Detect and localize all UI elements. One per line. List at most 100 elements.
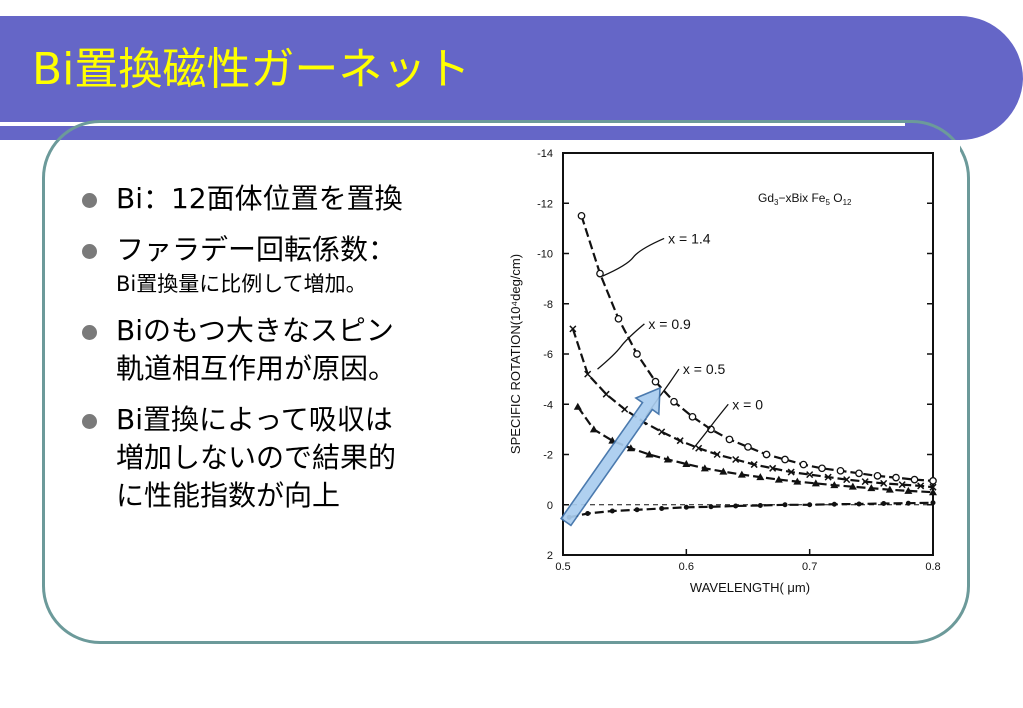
y-tick-label: -10 (537, 249, 553, 261)
x-tick-label: 0.5 (555, 561, 570, 573)
data-point (633, 350, 641, 358)
data-point (634, 507, 640, 513)
data-point (873, 472, 882, 480)
y-tick-label: 0 (547, 500, 553, 512)
data-point (881, 500, 887, 506)
data-point (584, 370, 592, 378)
data-point (713, 450, 721, 459)
data-point (659, 506, 665, 512)
data-point (609, 508, 615, 514)
data-point (799, 460, 808, 469)
leader-line (597, 323, 645, 370)
chart-title-part: Gd (758, 191, 774, 205)
series-line (568, 501, 934, 519)
data-point (904, 486, 913, 494)
data-point (750, 461, 758, 469)
data-point (651, 377, 660, 386)
x-axis-label: WAVELENGTH( μm) (690, 580, 810, 595)
data-point (676, 437, 684, 445)
data-point (700, 464, 709, 472)
x-tick-label: 0.8 (925, 561, 940, 573)
data-point (892, 473, 900, 482)
y-tick-label: -2 (543, 450, 553, 462)
chart-title-part: 3 (774, 198, 779, 207)
data-point (831, 501, 837, 507)
data-point (762, 450, 771, 459)
data-point (905, 500, 911, 506)
bullet-text: Bi：12面体位置を置換 (116, 182, 403, 215)
data-point (614, 314, 623, 323)
data-point (663, 455, 672, 463)
data-point (856, 501, 862, 507)
bullet-item: Biのもつ大きなスピン 軌道相互作用が原因。 (74, 312, 484, 388)
data-point (585, 511, 591, 517)
series-line (576, 406, 934, 494)
rotation-chart-svg: -14 -12 -10 -8 -6 -4 -2 0 2 0.5 0.6 0.7 0.8 x = 1.4… (508, 148, 941, 595)
bullet-text: 軌道相互作用が原因。 (116, 352, 397, 385)
plot-area (562, 152, 934, 556)
bullet-dot (82, 414, 97, 429)
bullet-dot (82, 244, 97, 259)
data-point (621, 405, 629, 413)
data-point (769, 464, 777, 472)
series-label: x = 0 (732, 396, 763, 412)
bullet-text: Bi置換によって吸収は (116, 403, 393, 436)
data-point (688, 412, 697, 421)
bullet-dot (82, 325, 97, 340)
data-point (589, 425, 598, 433)
data-point (683, 504, 689, 510)
y-tick-label: -8 (543, 299, 553, 311)
data-point (811, 479, 820, 487)
bullet-item: Bi：12面体位置を置換 (74, 180, 484, 218)
data-point (929, 477, 937, 485)
data-point (695, 444, 703, 452)
y-tick-label: -12 (537, 198, 553, 210)
data-point (569, 325, 577, 333)
data-point (774, 475, 783, 483)
bullet-list: Bi：12面体位置を置換 ファラデー回転係数： Bi置換量に比例して増加。 Bi… (74, 180, 484, 528)
data-point (843, 476, 851, 484)
data-point (806, 471, 814, 479)
data-point (670, 397, 678, 406)
data-point (573, 402, 582, 410)
data-point (756, 473, 765, 481)
slide-title: Bi置換磁性ガーネット (32, 44, 471, 95)
data-point (885, 485, 894, 493)
data-point (898, 481, 906, 489)
data-point (626, 444, 635, 452)
chart-title-part: 12 (843, 198, 852, 207)
y-tick-label: -14 (537, 148, 553, 160)
series-label: x = 1.4 (668, 230, 711, 246)
bullet-text: に性能指数が向上 (116, 479, 341, 512)
data-point (867, 484, 876, 492)
bullet-item: ファラデー回転係数： Bi置換量に比例して増加。 (74, 231, 484, 299)
data-point (744, 443, 752, 451)
data-point (917, 482, 925, 490)
chart-title-part: 5 (825, 198, 830, 207)
data-point (737, 470, 746, 478)
data-point (929, 488, 937, 496)
rotation-chart: -14 -12 -10 -8 -6 -4 -2 0 2 0.5 0.6 0.7 0.8 x = 1.4… (500, 140, 960, 610)
data-point (732, 455, 740, 464)
data-point (807, 502, 813, 508)
data-point (910, 475, 919, 484)
data-point (682, 460, 691, 468)
title-bar (0, 16, 1023, 140)
chart-title: Gd3−xBix Fe5 O12 (758, 191, 852, 207)
series-line (580, 215, 934, 482)
data-point (733, 503, 739, 509)
data-point (830, 481, 839, 489)
data-point (848, 482, 857, 490)
data-point (880, 479, 888, 487)
series-label: x = 0.5 (683, 361, 726, 377)
data-point (855, 469, 863, 478)
title-underline (0, 122, 905, 126)
data-point (577, 211, 586, 220)
content-frame (42, 120, 970, 644)
y-tick-label: 2 (547, 550, 553, 562)
trend-arrow (559, 386, 661, 527)
data-point (658, 428, 666, 436)
bullet-text: ファラデー回転係数： (116, 233, 397, 266)
x-tick-label: 0.6 (679, 561, 694, 573)
data-point (757, 503, 763, 509)
